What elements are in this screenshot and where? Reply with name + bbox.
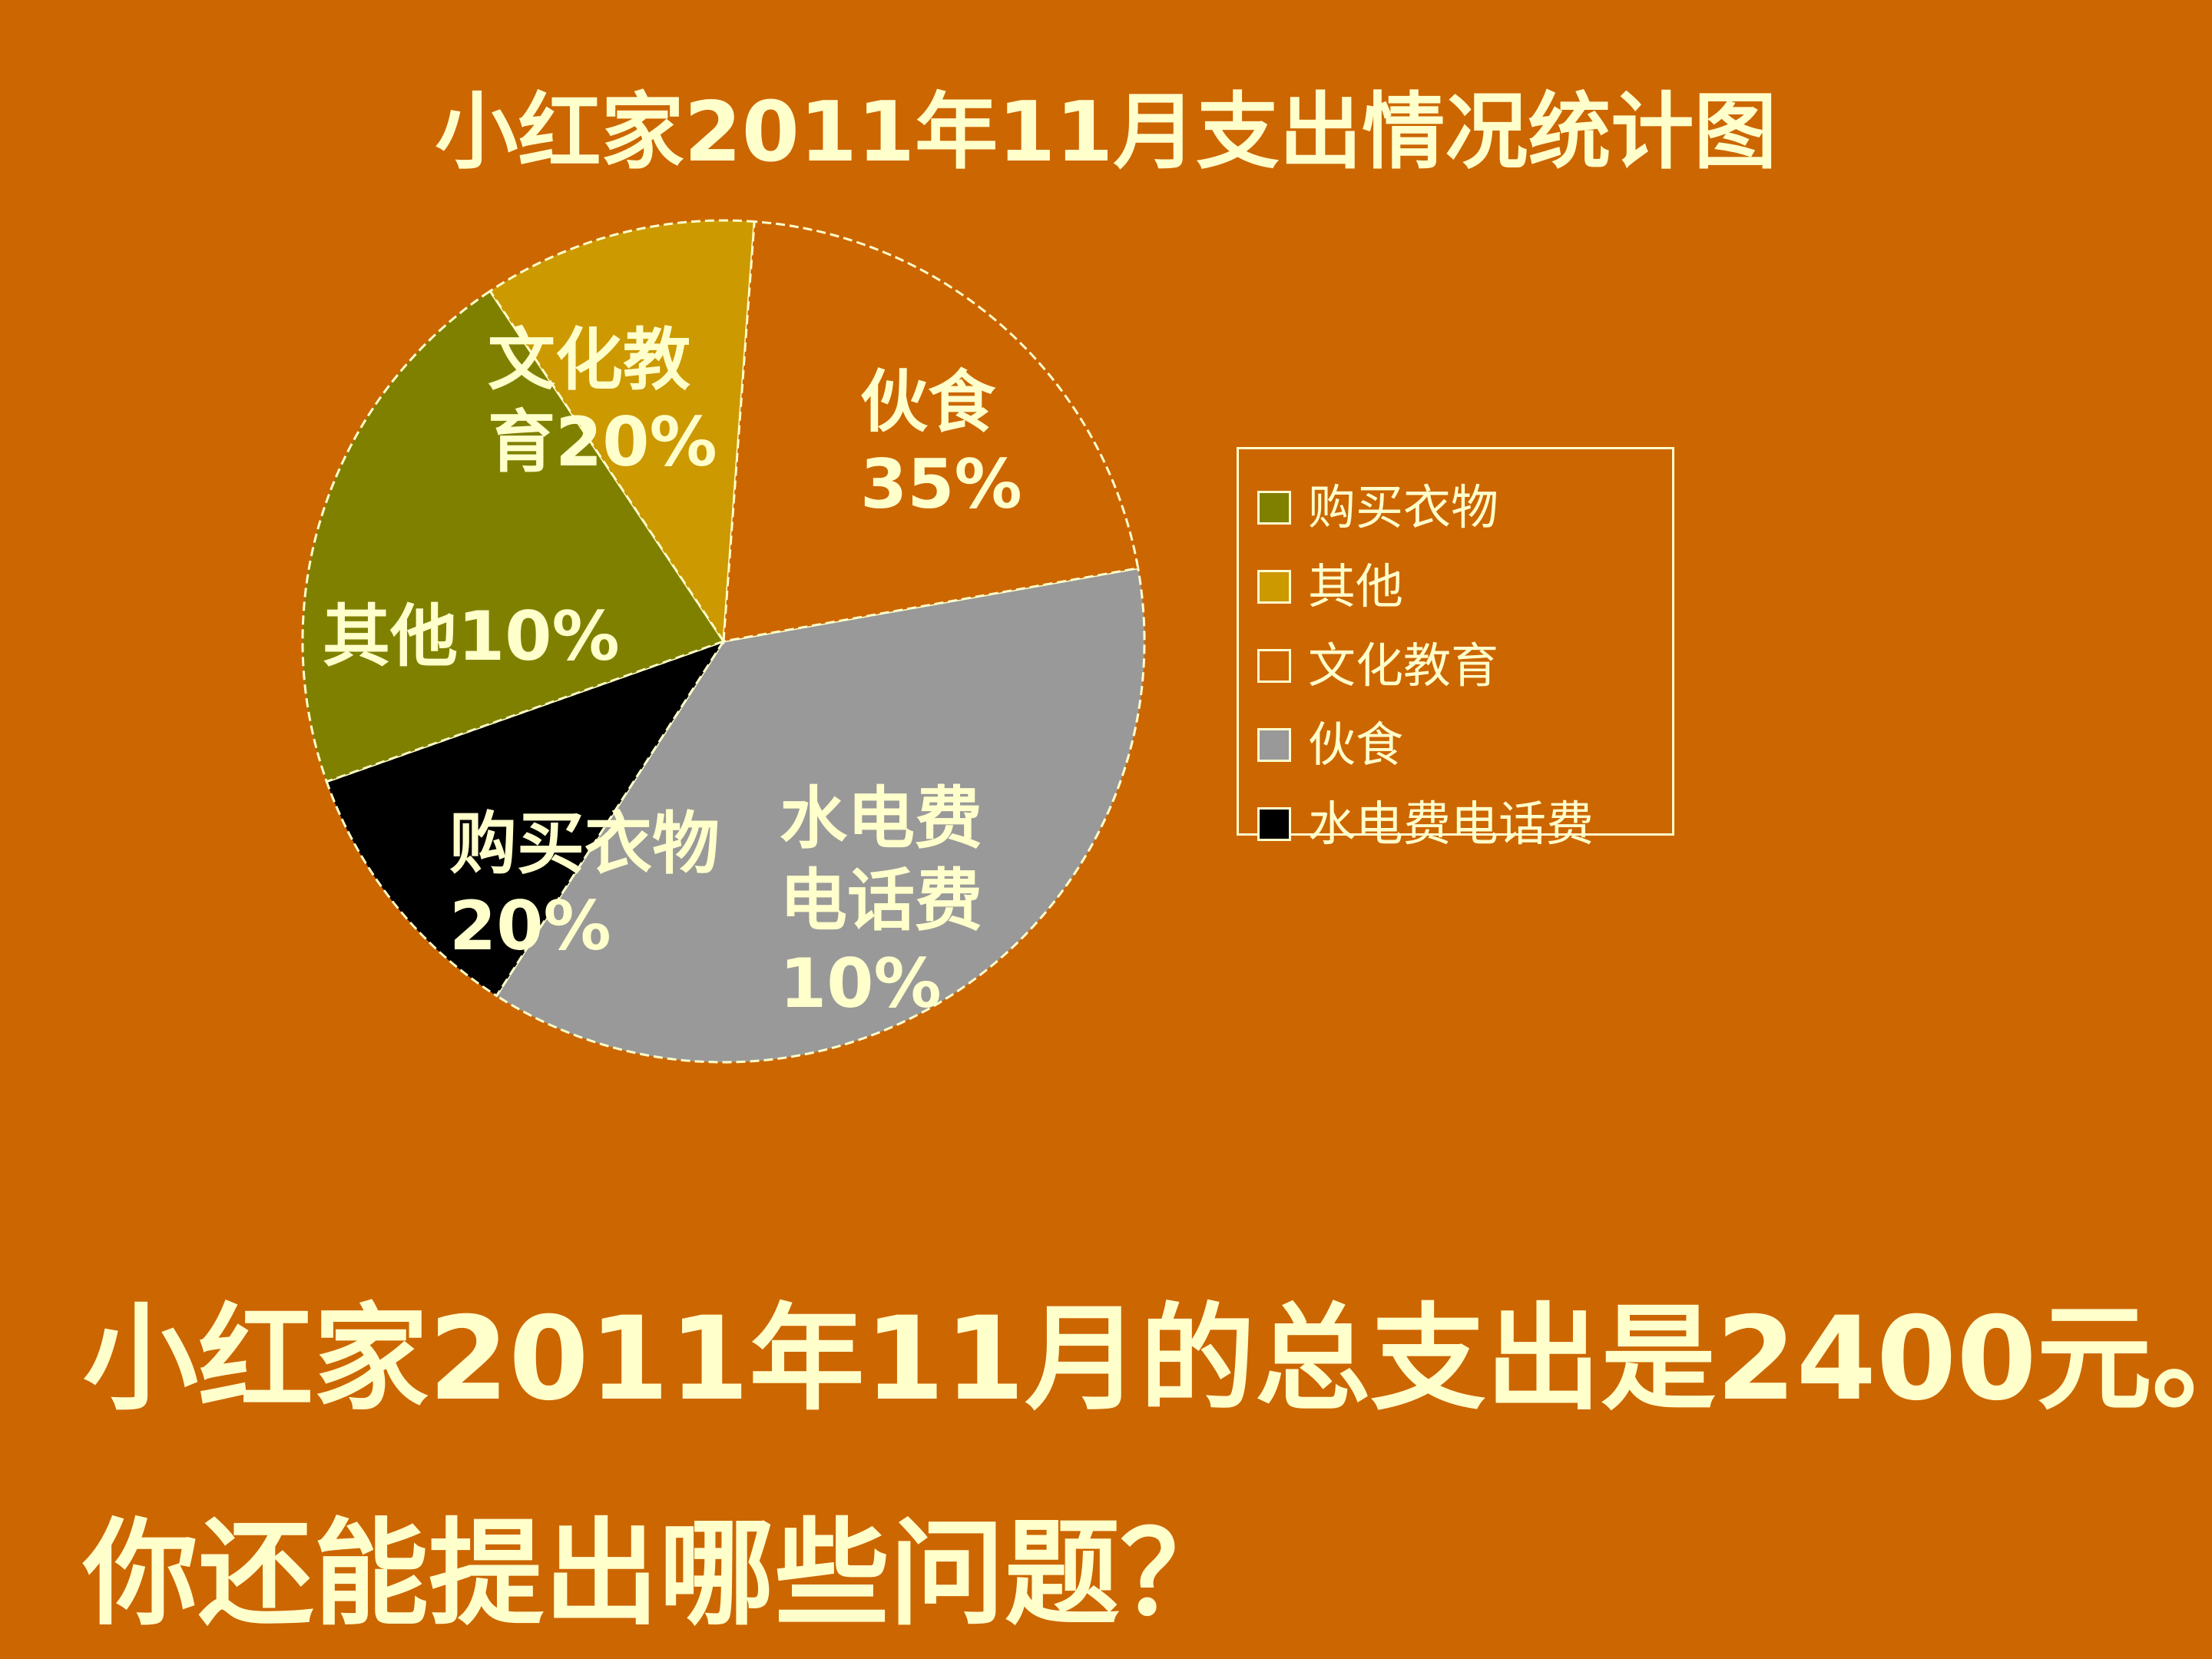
legend-item: 其他 <box>1239 547 1672 626</box>
legend-label: 其他 <box>1308 558 1404 614</box>
legend-item: 伙食 <box>1239 705 1672 784</box>
slice-label-1: 伙食 35% <box>860 361 1022 526</box>
slice-label-line: 电话费 <box>780 861 983 941</box>
chart-legend: 购买衣物 其他 文化教育 伙食 水电费电话费 <box>1237 447 1674 847</box>
slice-label-line: 水电费 <box>780 779 983 858</box>
legend-label: 水电费电话费 <box>1308 795 1594 852</box>
slice-label-3: 购买衣物 20% <box>449 803 720 968</box>
pie-slice-1 <box>495 567 1146 1064</box>
chart-title: 小红家2011年11月支出情况统计图 <box>435 84 1777 180</box>
legend-item: 购买衣物 <box>1239 468 1672 547</box>
slice-label-4: 其他10% <box>323 595 620 677</box>
pie-chart <box>301 219 1146 1064</box>
pie-slice-4 <box>488 219 756 645</box>
question-prompt: 你还能提出哪些问题？ <box>83 1508 1236 1641</box>
pie-slice-3 <box>301 289 726 783</box>
legend-swatch <box>1257 727 1291 762</box>
legend-item: 文化教育 <box>1239 626 1672 705</box>
legend-swatch <box>1257 490 1291 525</box>
pie-slice-2 <box>325 639 727 998</box>
slice-label-line: 35% <box>860 445 1022 525</box>
legend-swatch <box>1257 648 1291 683</box>
legend-swatch <box>1257 569 1291 604</box>
slice-label-line: 其他10% <box>323 597 620 676</box>
slice-label-line: 20% <box>449 886 611 966</box>
slice-label-2: 水电费 电话费 10% <box>780 777 982 1025</box>
legend-label: 文化教育 <box>1308 637 1499 694</box>
slice-label-line: 10% <box>780 943 942 1023</box>
slice-label-line: 伙食 <box>860 363 996 442</box>
pie-slice-5 <box>722 220 1140 643</box>
legend-swatch <box>1257 806 1291 841</box>
legend-label: 伙食 <box>1308 716 1404 773</box>
slice-label-line: 文化教 <box>488 320 691 399</box>
legend-item: 水电费电话费 <box>1239 784 1672 863</box>
legend-label: 购买衣物 <box>1308 478 1499 535</box>
slice-label-line: 育20% <box>488 402 717 482</box>
total-expense-statement: 小红家2011年11月的总支出是2400元。 <box>83 1293 2212 1426</box>
slice-label-line: 购买衣物 <box>449 804 720 883</box>
slice-label-5: 文化教 育20% <box>488 319 717 484</box>
